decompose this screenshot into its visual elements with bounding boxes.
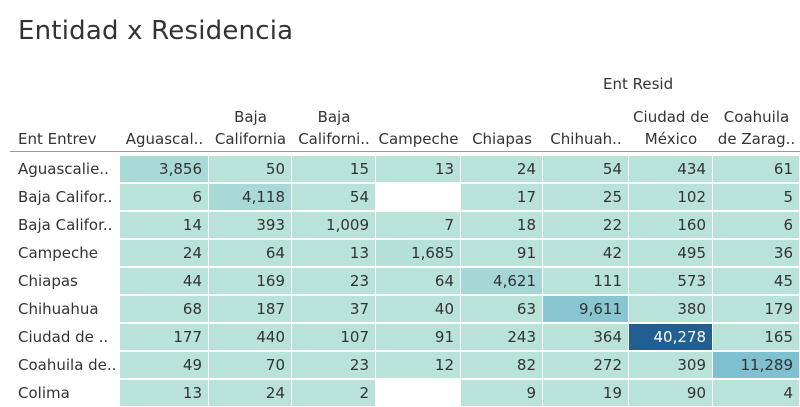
column-header: Chiapas (472, 130, 532, 148)
heatmap-cell: 68 (120, 296, 208, 322)
heatmap-cell: 24 (120, 240, 208, 266)
heatmap-cell: 364 (543, 324, 628, 350)
heatmap-cell (376, 184, 460, 210)
row-label: Chiapas (18, 272, 78, 290)
heatmap-cell: 434 (629, 156, 712, 182)
heatmap-cell: 14 (120, 212, 208, 238)
heatmap-cell: 54 (543, 156, 628, 182)
heatmap-cell: 9,611 (543, 296, 628, 322)
column-header: Chihuah.. (550, 130, 622, 148)
heatmap-cell: 70 (209, 352, 291, 378)
row-label: Ciudad de .. (18, 328, 109, 346)
heatmap-cell: 6 (713, 212, 799, 238)
heatmap-cell: 23 (292, 268, 375, 294)
heatmap-cell: 573 (629, 268, 712, 294)
heatmap-cell: 37 (292, 296, 375, 322)
heatmap-cell: 90 (629, 380, 712, 406)
column-group-header: Ent Resid (603, 75, 674, 93)
heatmap-cell: 107 (292, 324, 375, 350)
heatmap-cell: 169 (209, 268, 291, 294)
heatmap-cell: 49 (120, 352, 208, 378)
heatmap-cell: 40,278 (629, 324, 712, 350)
heatmap-cell: 380 (629, 296, 712, 322)
heatmap-cell: 165 (713, 324, 799, 350)
heatmap-cell: 54 (292, 184, 375, 210)
heatmap-cell: 45 (713, 268, 799, 294)
column-header: Campeche (378, 130, 459, 148)
heatmap-cell: 111 (543, 268, 628, 294)
row-label: Aguascalie.. (18, 160, 109, 178)
heatmap-cell: 393 (209, 212, 291, 238)
heatmap-cell: 18 (461, 212, 542, 238)
row-label: Baja Califor.. (18, 216, 113, 234)
heatmap-cell: 1,685 (376, 240, 460, 266)
heatmap-cell: 17 (461, 184, 542, 210)
heatmap-cell: 9 (461, 380, 542, 406)
heatmap-cell: 19 (543, 380, 628, 406)
heatmap-cell: 5 (713, 184, 799, 210)
column-header: Coahuila (723, 108, 790, 126)
heatmap-cell: 64 (209, 240, 291, 266)
chart-title: Entidad x Residencia (18, 16, 294, 46)
heatmap-cell: 12 (376, 352, 460, 378)
heatmap-cell: 64 (376, 268, 460, 294)
column-header: Aguascal.. (125, 130, 204, 148)
heatmap-cell: 13 (292, 240, 375, 266)
heatmap-cell: 187 (209, 296, 291, 322)
heatmap-cell (376, 380, 460, 406)
heatmap-cell: 23 (292, 352, 375, 378)
heatmap-cell: 2 (292, 380, 375, 406)
row-label: Baja Califor.. (18, 188, 113, 206)
heatmap-cell: 160 (629, 212, 712, 238)
heatmap-cell: 243 (461, 324, 542, 350)
row-label: Coahuila de.. (18, 356, 117, 374)
row-header-label: Ent Entrev (18, 130, 97, 148)
heatmap-cell: 440 (209, 324, 291, 350)
heatmap-cell: 44 (120, 268, 208, 294)
heatmap-cell: 24 (209, 380, 291, 406)
heatmap-cell: 179 (713, 296, 799, 322)
heatmap-cell: 36 (713, 240, 799, 266)
heatmap-cell: 177 (120, 324, 208, 350)
heatmap-cell: 4,118 (209, 184, 291, 210)
heatmap-cell: 82 (461, 352, 542, 378)
heatmap-cell: 4 (713, 380, 799, 406)
heatmap-cell: 3,856 (120, 156, 208, 182)
heatmap-cell: 102 (629, 184, 712, 210)
heatmap-cell: 50 (209, 156, 291, 182)
header-divider (10, 151, 800, 152)
column-header: de Zarag.. (717, 130, 796, 148)
heatmap-cell: 1,009 (292, 212, 375, 238)
heatmap-cell: 15 (292, 156, 375, 182)
heatmap-cell: 91 (376, 324, 460, 350)
heatmap-cell: 61 (713, 156, 799, 182)
column-header: Baja (317, 108, 351, 126)
heatmap-cell: 11,289 (713, 352, 799, 378)
heatmap-cell: 24 (461, 156, 542, 182)
heatmap-cell: 7 (376, 212, 460, 238)
row-label: Colima (18, 384, 70, 402)
heatmap-cell: 495 (629, 240, 712, 266)
heatmap-cell: 22 (543, 212, 628, 238)
heatmap-cell: 42 (543, 240, 628, 266)
heatmap-cell: 40 (376, 296, 460, 322)
heatmap-cell: 13 (376, 156, 460, 182)
column-header: Californi.. (298, 130, 370, 148)
heatmap-cell: 272 (543, 352, 628, 378)
heatmap-cell: 13 (120, 380, 208, 406)
column-header: Baja (234, 108, 267, 126)
heatmap-cell: 4,621 (461, 268, 542, 294)
row-label: Chihuahua (18, 300, 99, 318)
heatmap-cell: 6 (120, 184, 208, 210)
heatmap-cell: 309 (629, 352, 712, 378)
heatmap-cell: 25 (543, 184, 628, 210)
column-header: México (644, 130, 698, 148)
heatmap-cell: 63 (461, 296, 542, 322)
column-header: California (214, 130, 287, 148)
row-label: Campeche (18, 244, 99, 262)
heatmap-cell: 91 (461, 240, 542, 266)
column-header: Ciudad de (633, 108, 709, 126)
